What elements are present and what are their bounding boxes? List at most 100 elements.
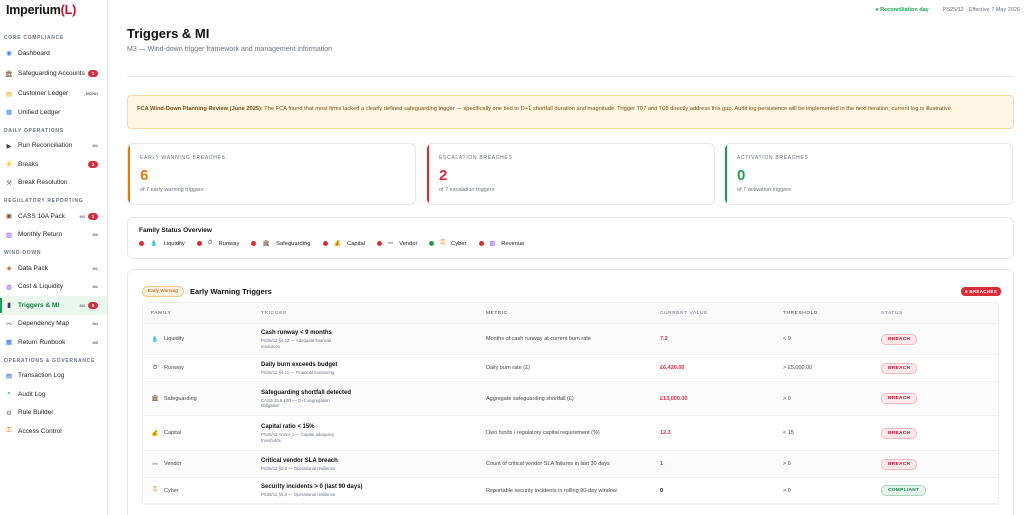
lock-icon: ⚿ <box>152 487 158 493</box>
cell-metric: Daily burn rate (£) <box>486 365 531 371</box>
cell-current-value: 12.3 <box>660 430 671 436</box>
cell-threshold: > 0 <box>783 487 791 494</box>
sidebar-item-transaction-log[interactable]: ▤ Transaction Log <box>0 367 107 386</box>
alert-title: FCA Wind-Down Planning Review (June 2025… <box>137 106 263 112</box>
family-label: Cyber <box>451 240 467 247</box>
family-name: Runway <box>164 365 184 371</box>
table-row[interactable]: ⏱ Runway Daily burn exceeds budget PS25/12 … <box>143 355 998 382</box>
sidebar-item-breaks[interactable]: ⚡ Breaks 3 <box>0 155 107 174</box>
sidebar-item-label: Safeguarding Accounts <box>18 69 85 77</box>
cell-family: 💰 Capital <box>143 430 261 437</box>
trigger-name: Cash runway < 9 months <box>261 330 332 336</box>
early-warning-title: Early Warning Triggers <box>189 287 272 296</box>
sidebar-item-return-runbook[interactable]: ▦ Return Runbook M5 <box>0 333 107 352</box>
col-trigger[interactable]: TRIGGER <box>261 310 288 316</box>
sidebar-item-data-pack[interactable]: ◈ Data Pack M1 <box>0 259 107 278</box>
sidebar-item-rule-builder[interactable]: ⚙ Rule Builder <box>0 404 107 423</box>
cell-metric: Own funds / regulatory capital requireme… <box>486 430 600 436</box>
sidebar-item-tag: M4 <box>92 321 98 327</box>
sidebar-item-cost-liquidity[interactable]: ◍ Cost & Liquidity M2 <box>0 278 107 297</box>
doc-icon: ▣ <box>5 213 13 221</box>
coins-icon: ◍ <box>6 283 12 291</box>
cell-family: ⚿ Cyber <box>143 487 261 494</box>
sidebar-item-count-badge: 3 <box>88 160 98 168</box>
app-logo[interactable]: Imperium(L) <box>6 3 77 17</box>
trigger-name: Daily burn exceeds budget <box>261 361 338 368</box>
triggers-table: FAMILY TRIGGER METRIC CURRENT VALUE THRE… <box>142 302 999 505</box>
sidebar-item-safeguarding-accounts[interactable]: 🏛 Safeguarding Accounts 1 <box>0 63 107 85</box>
trigger-reference: PS25/12 §4.12 — Adequate financial resou… <box>261 338 332 349</box>
trigger-reference: PS25/12 §4.11 — Financial monitoring <box>261 369 335 375</box>
table-row[interactable]: 💧 Liquidity Cash runway < 9 months PS25/12 … <box>143 324 998 355</box>
table-row[interactable]: ⚯ Vendor Critical vendor SLA breach PS25/12… <box>143 451 998 478</box>
topbar-status: ● Reconciliation day PS25/12 · Effective… <box>875 7 1020 13</box>
runbook-icon: ▦ <box>5 339 13 347</box>
sidebar-item-label: Monthly Return <box>18 231 63 238</box>
sidebar-item-customer-ledger[interactable]: ▤ Customer Ledger MONH <box>0 85 107 104</box>
cell-trigger: Security incidents > 0 (last 90 days) PS2… <box>261 483 486 498</box>
kpi-early-warning: EARLY WARNING BREACHES 6 of 7 early-warn… <box>127 143 416 205</box>
bank-icon: 🏛 <box>262 241 271 247</box>
fca-review-alert: FCA Wind-Down Planning Review (June 2025… <box>127 95 1014 129</box>
kpi-value: 0 <box>737 167 746 184</box>
sidebar-item-access-control[interactable]: ⚿ Access Control <box>0 422 107 441</box>
sidebar-item-triggers-mi[interactable]: ▮ Triggers & MI M3 6 <box>0 296 107 315</box>
droplet-icon: 💧 <box>151 336 159 343</box>
page-subtitle: M3 — Wind-down trigger framework and man… <box>127 46 333 53</box>
cell-threshold: > 0 <box>783 395 791 402</box>
sidebar-item-cass-10a-pack[interactable]: ▣ CASS 10A Pack M3 1 <box>0 207 107 226</box>
sidebar-item-monthly-return[interactable]: ▥ Monthly Return M6 <box>0 226 107 245</box>
sidebar-section-title: OPERATIONS & GOVERNANCE <box>4 357 96 364</box>
sidebar-section-title: REGULATORY REPORTING <box>4 198 84 204</box>
sidebar-item-audit-log[interactable]: ⌕ Audit Log <box>0 385 107 404</box>
kpi-title: EARLY WARNING BREACHES <box>140 155 226 161</box>
sidebar-item-dashboard[interactable]: ◉ Dashboard <box>0 44 107 63</box>
early-warning-badge: Early Warning <box>142 286 184 297</box>
ledger-icon: ▤ <box>5 90 13 98</box>
kpi-escalation: ESCALATION BREACHES 2 of 7 escalation tr… <box>426 143 715 205</box>
status-dot <box>139 241 144 246</box>
sidebar-item-dependency-map[interactable]: ⚯ Dependency Map M4 <box>0 315 107 334</box>
sidebar-section-title: CORE COMPLIANCE <box>4 35 64 41</box>
sidebar-item-label: Breaks <box>18 160 39 168</box>
trigger-name: Capital ratio < 15% <box>261 424 315 430</box>
trigger-name: Security incidents > 0 (last 90 days) <box>261 484 363 491</box>
cell-family: 💧 Liquidity <box>143 336 261 343</box>
col-family[interactable]: FAMILY <box>151 310 172 316</box>
family-label: Capital <box>347 240 366 247</box>
table-row[interactable]: ⚿ Cyber Security incidents > 0 (last 90 da… <box>143 478 998 504</box>
trigger-reference: PS25/12 §5.9 — Operational resilience <box>261 492 336 498</box>
bank-icon: 🏛 <box>4 70 14 78</box>
cell-trigger: Daily burn exceeds budget PS25/12 §4.11 —… <box>261 361 486 376</box>
table-row[interactable]: 💰 Capital Capital ratio < 15% PS25/12 Annex… <box>143 416 998 451</box>
sidebar-item-break-resolution[interactable]: ⚒ Break Resolution <box>0 174 107 193</box>
col-current-value[interactable]: CURRENT VALUE <box>660 310 708 316</box>
sidebar-item-label: Unified Ledger <box>18 108 61 116</box>
status-dot <box>322 241 328 246</box>
stopwatch-icon: ⏱ <box>152 364 158 371</box>
bank-icon: 🏛 <box>151 396 159 402</box>
cell-current-value: 0 <box>660 487 664 494</box>
sidebar-item-run-reconciliation[interactable]: ▶ Run Reconciliation M2 <box>0 137 107 156</box>
col-status[interactable]: STATUS <box>881 310 903 316</box>
sidebar-section-title: DAILY OPERATIONS <box>4 127 64 134</box>
family-label: Vendor <box>399 240 418 247</box>
moneybag-icon: 💰 <box>333 241 342 247</box>
trigger-name: Critical vendor SLA breach <box>261 457 338 464</box>
cell-current-value: 1 <box>660 461 664 467</box>
sidebar-item-unified-ledger[interactable]: ▦ Unified Ledger <box>0 103 107 122</box>
family-label: Liquidity <box>163 240 185 247</box>
sidebar: Imperium(L) CORE COMPLIANCE ◉ Dashboard 🏛 Sa… <box>0 0 108 515</box>
table-header: FAMILY TRIGGER METRIC CURRENT VALUE THRE… <box>143 303 998 324</box>
family-label: Revenue <box>501 240 525 247</box>
table-body: 💧 Liquidity Cash runway < 9 months PS25/12 … <box>143 324 998 504</box>
sidebar-item-label: CASS 10A Pack <box>18 212 65 220</box>
cell-threshold: < 9 <box>783 336 791 342</box>
col-threshold[interactable]: THRESHOLD <box>783 310 818 316</box>
sidebar-item-tag: M1 <box>92 265 98 271</box>
table-row[interactable]: 🏛 Safeguarding Safeguarding shortfall dete… <box>143 382 998 416</box>
lock-icon: ⚿ <box>440 240 446 246</box>
gear-icon: ⚙ <box>6 409 12 417</box>
col-metric[interactable]: METRIC <box>486 310 508 316</box>
sidebar-item-label: Audit Log <box>18 390 46 398</box>
